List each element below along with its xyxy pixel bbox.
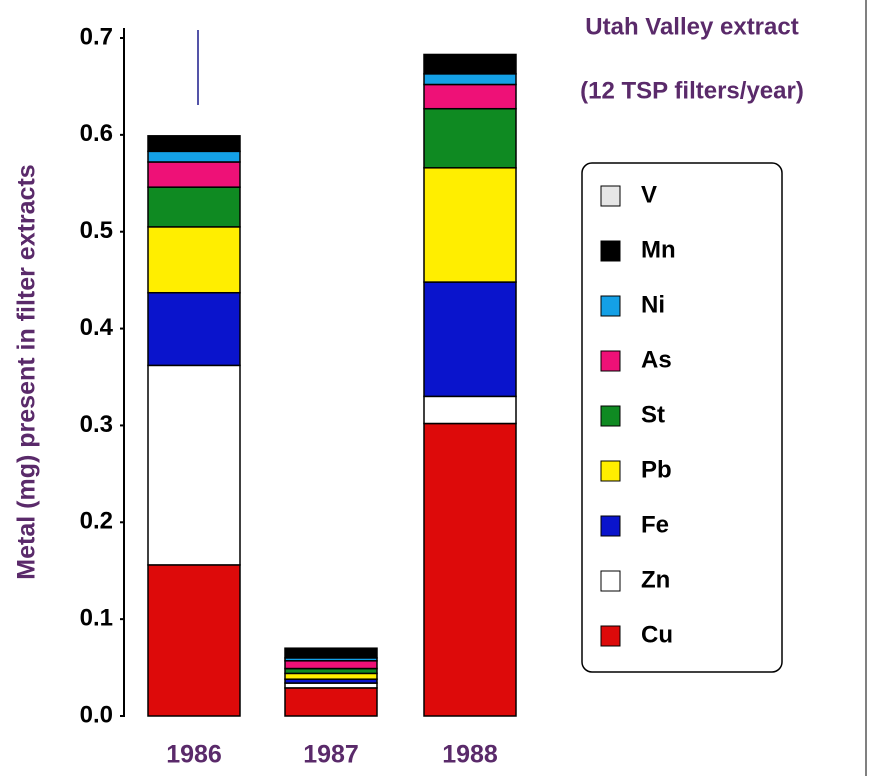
bar-segment (423, 422, 517, 717)
chart-title: Utah Valley extract (585, 13, 798, 40)
legend-label: Ni (641, 291, 665, 318)
bar-segment (423, 73, 517, 86)
legend-label: Zn (641, 566, 670, 593)
legend-label: As (641, 346, 672, 373)
bar-segment (284, 672, 378, 680)
bar-segment (284, 687, 378, 717)
legend-box (581, 162, 783, 673)
legend-swatch (600, 240, 621, 262)
bar-segment (423, 53, 517, 75)
y-tick-label: 0.6 (80, 120, 113, 147)
y-tick-label: 0.1 (80, 604, 113, 631)
y-tick-label: 0.3 (80, 411, 113, 438)
y-tick-label: 0.2 (80, 508, 113, 535)
bar-segment (423, 107, 517, 169)
bar-segment (423, 83, 517, 110)
bar-segment (147, 135, 241, 153)
legend-swatch (600, 350, 621, 372)
legend-label: Cu (641, 621, 673, 648)
legend-swatch (600, 460, 621, 482)
legend-swatch (600, 405, 621, 427)
legend-label: V (641, 181, 657, 208)
x-tick-label: 1986 (166, 741, 222, 769)
bar-segment (284, 660, 378, 670)
bar-segment (147, 291, 241, 367)
legend-label: Pb (641, 456, 672, 483)
y-tick-label: 0.7 (80, 23, 113, 50)
bar-segment (423, 281, 517, 398)
y-tick-label: 0.5 (80, 217, 113, 244)
legend-label: St (641, 401, 665, 428)
bar-segment (147, 186, 241, 228)
legend-swatch (600, 185, 621, 207)
y-tick-label: 0.0 (80, 701, 113, 728)
x-tick-label: 1988 (442, 741, 498, 769)
bar-segment (147, 364, 241, 566)
legend-label: Mn (641, 236, 676, 263)
legend-label: Fe (641, 511, 669, 538)
y-axis-label: Metal (mg) present in filter extracts (13, 164, 41, 579)
x-tick-label: 1987 (303, 741, 359, 769)
legend-swatch (600, 625, 621, 647)
legend-swatch (600, 515, 621, 537)
bar-segment (423, 167, 517, 283)
bar-segment (147, 564, 241, 717)
bar-segment (423, 395, 517, 425)
legend-swatch (600, 295, 621, 317)
bar-segment (147, 226, 241, 294)
y-tick-label: 0.4 (80, 314, 114, 341)
legend-swatch (600, 570, 621, 592)
bar-segment (147, 161, 241, 188)
chart-title: (12 TSP filters/year) (580, 77, 804, 104)
bar-segment (147, 150, 241, 163)
bar-segment (284, 647, 378, 659)
